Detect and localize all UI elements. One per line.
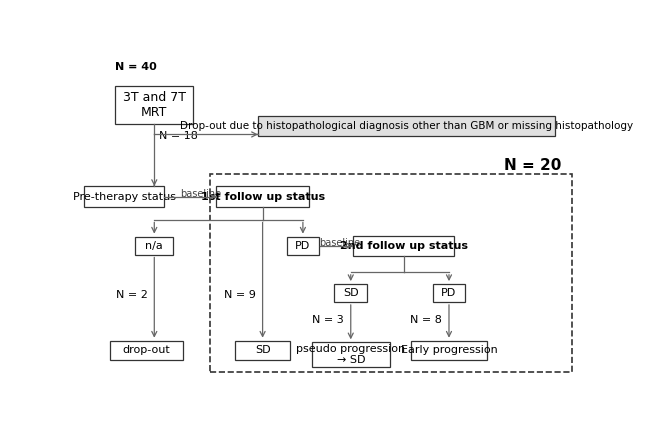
FancyBboxPatch shape <box>135 237 173 255</box>
FancyBboxPatch shape <box>84 187 164 207</box>
Text: N = 8: N = 8 <box>410 315 442 325</box>
Text: pseudo progression
→ SD: pseudo progression → SD <box>296 344 406 366</box>
FancyBboxPatch shape <box>411 340 487 360</box>
FancyBboxPatch shape <box>312 343 390 367</box>
Text: PD: PD <box>295 241 311 251</box>
Text: N = 9: N = 9 <box>224 290 256 300</box>
FancyBboxPatch shape <box>354 235 454 256</box>
Text: N = 18: N = 18 <box>159 131 198 141</box>
FancyBboxPatch shape <box>433 284 465 302</box>
Text: n/a: n/a <box>146 241 163 251</box>
FancyBboxPatch shape <box>235 340 291 360</box>
Text: SD: SD <box>343 288 359 298</box>
Text: drop-out: drop-out <box>123 346 170 355</box>
FancyBboxPatch shape <box>111 340 183 360</box>
Text: baseline: baseline <box>181 189 222 199</box>
Text: Pre-therapy status: Pre-therapy status <box>73 192 176 201</box>
Text: N = 40: N = 40 <box>115 62 157 72</box>
Text: PD: PD <box>441 288 456 298</box>
Text: N = 2: N = 2 <box>116 290 148 300</box>
Text: 1st follow up status: 1st follow up status <box>201 192 324 201</box>
Text: 3T and 7T
MRT: 3T and 7T MRT <box>123 91 186 119</box>
FancyBboxPatch shape <box>115 86 193 124</box>
FancyBboxPatch shape <box>216 187 309 207</box>
Text: N = 3: N = 3 <box>312 315 344 325</box>
Text: N = 20: N = 20 <box>504 158 562 173</box>
FancyBboxPatch shape <box>257 116 554 136</box>
FancyBboxPatch shape <box>334 284 367 302</box>
Text: baseline: baseline <box>319 238 360 249</box>
Text: Early progression: Early progression <box>400 346 497 355</box>
Text: 2nd follow up status: 2nd follow up status <box>340 241 467 251</box>
Text: Drop-out due to histopathological diagnosis other than GBM or missing histopatho: Drop-out due to histopathological diagno… <box>179 121 632 131</box>
Text: SD: SD <box>255 346 270 355</box>
FancyBboxPatch shape <box>287 237 319 255</box>
